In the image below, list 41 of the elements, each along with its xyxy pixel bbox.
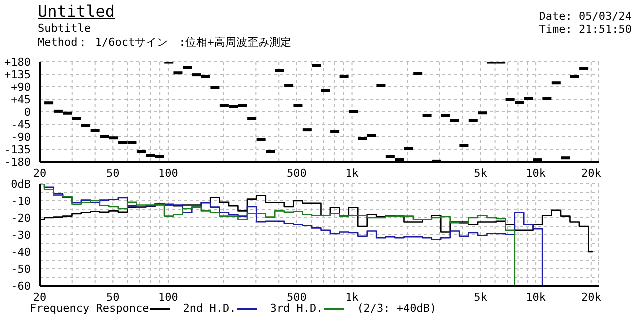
y-tick-label: -60 <box>11 280 31 293</box>
y-tick-label: 0 <box>24 106 31 119</box>
x-tick-label: 5k <box>474 166 488 180</box>
y-tick-label: -10 <box>11 194 31 208</box>
x-tick-label: 50 <box>106 166 120 180</box>
y-tick-label: +180 <box>4 56 31 69</box>
x-tick-label: 500 <box>287 290 307 304</box>
legend-label: 2nd H.D. <box>183 302 238 315</box>
y-tick-label: +45 <box>11 93 31 106</box>
y-tick-label: -90 <box>11 130 31 144</box>
text: (2/3: +40dB) <box>357 302 437 315</box>
x-tick-label: 500 <box>287 166 307 180</box>
y-tick-label: -40 <box>11 246 31 259</box>
legend-label: 3rd H.D. <box>270 302 324 315</box>
legend-label: Frequency Responce <box>30 302 150 315</box>
x-tick-label: 10k <box>526 166 546 180</box>
y-tick-label: 0dB <box>11 178 32 191</box>
x-tick-label: 100 <box>158 166 178 180</box>
x-tick-label: 100 <box>158 290 178 304</box>
x-tick-label: 5k <box>474 290 488 304</box>
chart-title: Untitled <box>38 2 116 21</box>
text: Method： 1/6octサイン :位相+高周波歪み測定 <box>38 35 292 50</box>
chart-subtitle: Subtitle <box>38 22 91 35</box>
x-tick-label: 1k <box>346 290 360 304</box>
text: Date: 05/03/24 <box>539 10 632 23</box>
x-tick-label: 1k <box>346 166 360 180</box>
x-tick-label: 20 <box>33 290 47 304</box>
y-tick-label: +90 <box>11 80 31 94</box>
x-tick-label: 20k <box>581 290 602 304</box>
y-tick-label: -20 <box>11 212 31 225</box>
y-tick-label: -45 <box>11 118 31 132</box>
x-tick-label: 20 <box>33 166 47 180</box>
y-tick-label: +135 <box>4 68 31 82</box>
x-tick-label: 50 <box>106 290 120 304</box>
text: Time: 21:51:50 <box>539 23 632 36</box>
x-tick-label: 10k <box>526 290 546 304</box>
y-tick-label: -180 <box>4 156 31 169</box>
x-tick-label: 20k <box>581 166 602 180</box>
y-tick-label: -50 <box>11 262 31 276</box>
y-tick-label: -30 <box>11 228 31 242</box>
y-tick-label: -135 <box>4 143 31 156</box>
